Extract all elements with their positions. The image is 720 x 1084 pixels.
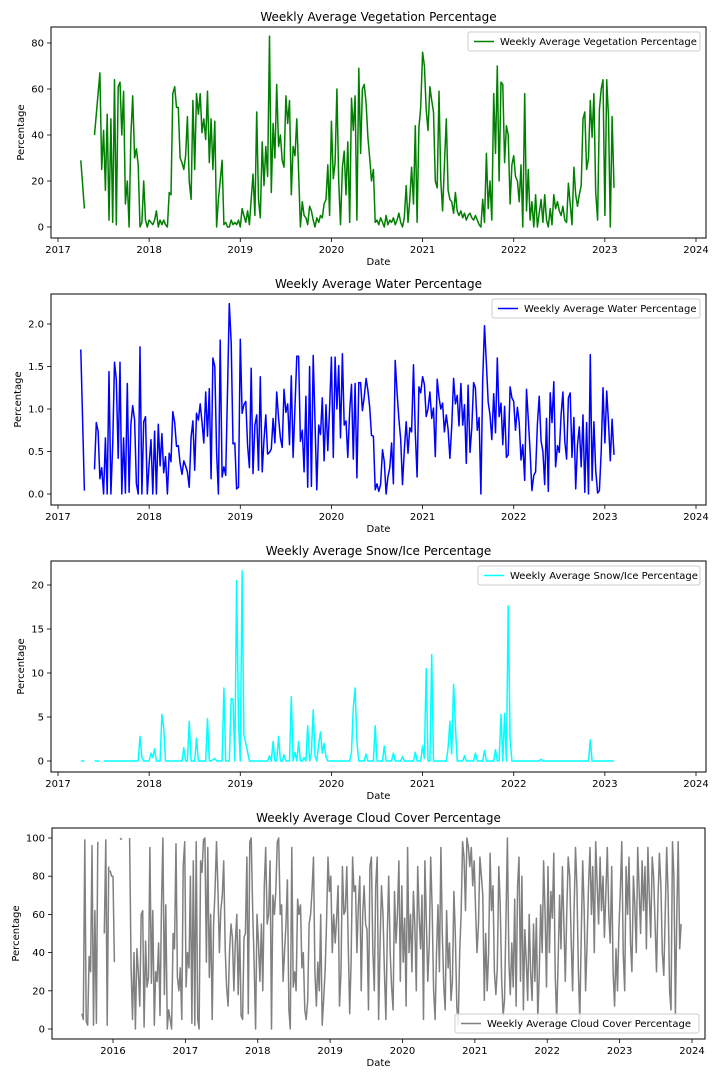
y-tick-label: 20 xyxy=(31,177,44,188)
series-line xyxy=(93,35,615,228)
y-tick-label: 40 xyxy=(32,948,45,959)
x-tick-label: 2023 xyxy=(592,512,617,523)
plot-area xyxy=(50,26,707,239)
x-tick-label: 2023 xyxy=(592,779,617,790)
y-tick-label: 0.5 xyxy=(28,447,44,458)
x-tick-label: 2022 xyxy=(501,245,526,256)
x-tick-label: 2023 xyxy=(607,1046,632,1057)
chart-title: Weekly Average Vegetation Percentage xyxy=(260,10,496,24)
y-tick-label: 1.5 xyxy=(28,362,44,373)
series-line xyxy=(80,349,86,491)
legend-box xyxy=(477,565,701,586)
legend: Weekly Average Water Percentage xyxy=(491,298,701,319)
y-tick-label: 5 xyxy=(38,713,44,724)
x-tick-label: 2024 xyxy=(683,245,708,256)
x-tick-label: 2019 xyxy=(317,1046,342,1057)
y-axis-label: Percentage xyxy=(13,371,24,427)
legend-label: Weekly Average Cloud Cover Percentage xyxy=(487,1019,691,1030)
y-tick-label: 60 xyxy=(31,85,44,96)
chart-panel-2: Weekly Average Water Percentage 2017 2018 2… xyxy=(13,277,709,535)
series-line xyxy=(80,160,86,209)
plot-area xyxy=(50,293,707,506)
y-tick-label: 100 xyxy=(26,834,45,845)
y-axis-label: Percentage xyxy=(16,104,27,160)
legend-label: Weekly Average Water Percentage xyxy=(524,304,697,315)
x-tick-label: 2024 xyxy=(679,1046,704,1057)
y-tick-label: 15 xyxy=(31,625,44,636)
chart-title: Weekly Average Cloud Cover Percentage xyxy=(256,811,501,825)
chart-panel-4: Weekly Average Cloud Cover Percentage201… xyxy=(11,811,706,1069)
y-tick-label: 1.0 xyxy=(28,405,44,416)
y-tick-label: 2.0 xyxy=(28,320,44,331)
y-tick-label: 0 xyxy=(38,223,44,234)
x-tick-label: 2021 xyxy=(410,779,435,790)
series-line xyxy=(103,839,110,1026)
x-tick-label: 2019 xyxy=(228,245,253,256)
legend: Weekly Average Cloud Cover Percentage xyxy=(454,1013,700,1034)
x-tick-label: 2024 xyxy=(683,779,708,790)
x-tick-label: 2024 xyxy=(683,512,708,523)
series-line xyxy=(128,837,682,1030)
legend: Weekly Average Snow/Ice Percentage xyxy=(477,565,701,586)
series-line xyxy=(119,837,123,841)
chart-panel-3: Weekly Average Snow/Ice Percentage 2017 20… xyxy=(16,544,709,802)
x-tick-label: 2016 xyxy=(100,1046,125,1057)
x-tick-label: 2022 xyxy=(501,779,526,790)
y-tick-label: 40 xyxy=(31,131,44,142)
x-tick-label: 2020 xyxy=(319,779,344,790)
x-tick-label: 2019 xyxy=(228,779,253,790)
legend-label: Weekly Average Vegetation Percentage xyxy=(500,37,697,48)
legend-label: Weekly Average Snow/Ice Percentage xyxy=(510,571,698,582)
y-tick-label: 80 xyxy=(31,39,44,50)
y-tick-label: 80 xyxy=(32,872,45,883)
y-tick-label: 20 xyxy=(32,986,45,997)
series-line xyxy=(81,839,99,1026)
series-line xyxy=(109,870,116,963)
legend-box xyxy=(454,1013,700,1034)
x-tick-label: 2019 xyxy=(228,512,253,523)
legend-box xyxy=(491,298,701,319)
y-tick-label: 0 xyxy=(38,757,44,768)
y-tick-label: 60 xyxy=(32,910,45,921)
chart-title: Weekly Average Snow/Ice Percentage xyxy=(266,544,491,558)
x-tick-label: 2018 xyxy=(136,245,161,256)
x-tick-label: 2022 xyxy=(501,512,526,523)
series-line xyxy=(103,570,614,762)
x-axis-label: Date xyxy=(367,1058,391,1069)
x-tick-label: 2017 xyxy=(45,779,70,790)
x-tick-label: 2022 xyxy=(535,1046,560,1057)
chart-title: Weekly Average Water Percentage xyxy=(275,277,482,291)
x-tick-label: 2017 xyxy=(45,245,70,256)
x-tick-label: 2021 xyxy=(410,512,435,523)
x-tick-label: 2021 xyxy=(462,1046,487,1057)
x-axis-label: Date xyxy=(367,524,391,535)
y-tick-label: 10 xyxy=(31,669,44,680)
x-tick-label: 2018 xyxy=(136,512,161,523)
plot-area xyxy=(50,560,707,773)
y-axis-label: Percentage xyxy=(11,905,22,961)
x-axis-label: Date xyxy=(367,791,391,802)
chart-panel-1: Weekly Average Vegetation Percentage 2017… xyxy=(16,10,709,268)
x-tick-label: 2018 xyxy=(136,779,161,790)
x-tick-label: 2023 xyxy=(592,245,617,256)
x-tick-label: 2017 xyxy=(173,1046,198,1057)
x-tick-label: 2020 xyxy=(319,245,344,256)
x-tick-label: 2021 xyxy=(410,245,435,256)
x-axis-label: Date xyxy=(367,257,391,268)
x-tick-label: 2020 xyxy=(390,1046,415,1057)
y-tick-label: 0.0 xyxy=(28,490,44,501)
y-axis-label: Percentage xyxy=(16,638,27,694)
series-line xyxy=(93,302,615,495)
x-tick-label: 2018 xyxy=(245,1046,270,1057)
legend-box xyxy=(467,31,701,52)
x-tick-label: 2020 xyxy=(319,512,344,523)
y-tick-label: 20 xyxy=(31,581,44,592)
legend: Weekly Average Vegetation Percentage xyxy=(467,31,701,52)
y-tick-label: 0 xyxy=(39,1025,45,1036)
x-tick-label: 2017 xyxy=(45,512,70,523)
